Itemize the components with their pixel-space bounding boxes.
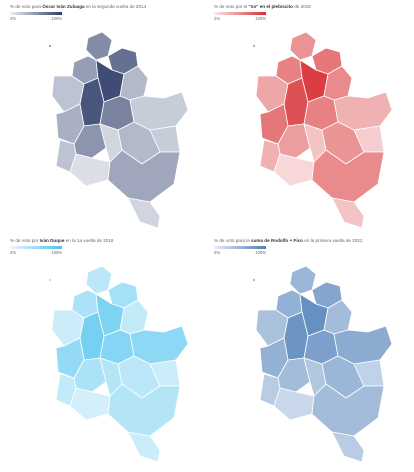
map-region [311, 383, 385, 437]
legend-gradient [10, 246, 62, 249]
map-region [331, 197, 365, 229]
color-legend: 2% 100% [214, 246, 266, 258]
map-region [127, 431, 161, 463]
legend-min-label: 2% [10, 250, 17, 255]
legend-max-label: 100% [255, 250, 266, 255]
color-legend: 2% 100% [10, 12, 62, 24]
map-panel-plebiscito-2016: % de voto por el "no" en el plebiscito d… [214, 4, 404, 229]
map-panel-zuluaga-2014: % de voto para Óscar Iván Zuluaga en la … [10, 4, 200, 229]
map-panel-rodolfo-fico-2022: % de voto para la suma de Rodolfo + Fico… [214, 238, 404, 463]
map-region [107, 383, 181, 437]
color-legend: 2% 100% [214, 12, 266, 24]
legend-min-label: 2% [214, 16, 221, 21]
legend-max-label: 100% [51, 16, 62, 21]
legend-max-label: 100% [255, 16, 266, 21]
island-region [48, 278, 52, 282]
legend-min-label: 2% [214, 250, 221, 255]
colombia-choropleth-map [252, 265, 393, 463]
map-region [127, 197, 161, 229]
colombia-choropleth-map [252, 31, 393, 229]
map-title: % de voto por Iván Duque en la 1a vuelta… [10, 238, 114, 243]
color-legend: 2% 100% [10, 246, 62, 258]
island-region [48, 44, 52, 48]
island-region [252, 278, 256, 282]
legend-gradient [10, 12, 62, 15]
map-title: % de voto por el "no" en el plebiscito d… [214, 4, 311, 9]
legend-gradient [214, 12, 266, 15]
legend-max-label: 100% [51, 250, 62, 255]
map-title: % de voto para la suma de Rodolfo + Fico… [214, 238, 363, 243]
map-region [69, 387, 111, 421]
map-region [107, 149, 181, 203]
island-region [252, 44, 256, 48]
legend-min-label: 2% [10, 16, 17, 21]
map-title: % de voto para Óscar Iván Zuluaga en la … [10, 4, 147, 9]
map-region [311, 149, 385, 203]
map-region [331, 431, 365, 463]
map-region [273, 387, 315, 421]
colombia-choropleth-map [48, 265, 189, 463]
map-region [69, 153, 111, 187]
legend-gradient [214, 246, 266, 249]
map-panel-duque-2018: % de voto por Iván Duque en la 1a vuelta… [10, 238, 200, 463]
map-region [273, 153, 315, 187]
colombia-choropleth-map [48, 31, 189, 229]
